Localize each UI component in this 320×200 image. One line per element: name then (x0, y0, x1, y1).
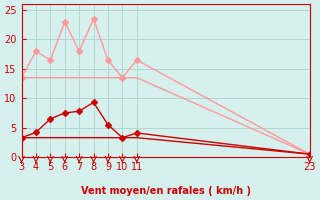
X-axis label: Vent moyen/en rafales ( km/h ): Vent moyen/en rafales ( km/h ) (81, 186, 251, 196)
